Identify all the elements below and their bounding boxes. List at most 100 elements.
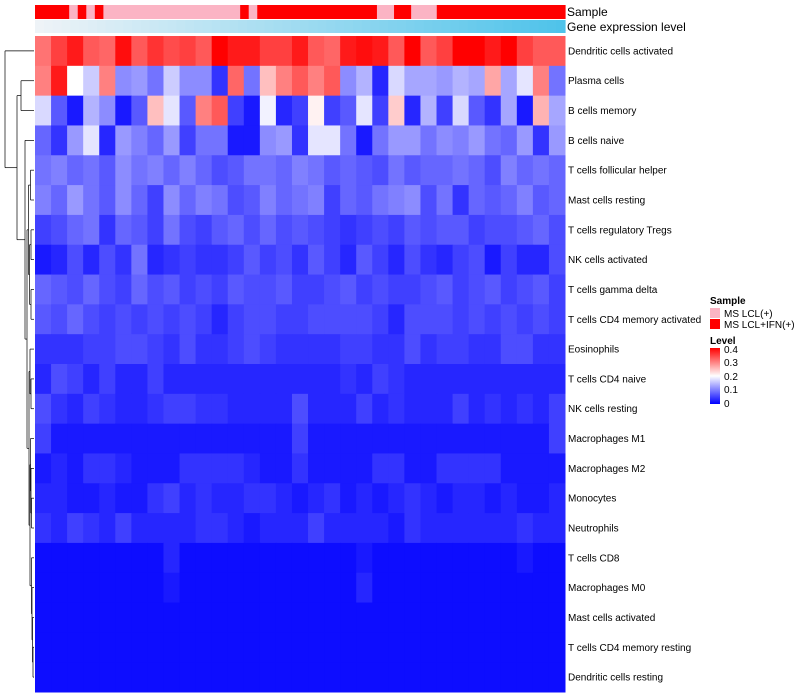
heatmap-cell (404, 155, 421, 186)
heatmap-cell (516, 513, 534, 544)
heatmap-cell (35, 542, 52, 574)
heatmap-cell (51, 572, 68, 604)
heatmap-cell (83, 304, 100, 335)
heatmap-cell (420, 36, 438, 67)
heatmap-cell (211, 334, 229, 365)
expression-track-cell (264, 20, 275, 33)
heatmap-cell (99, 662, 116, 693)
heatmap-cell (243, 214, 261, 246)
heatmap-cell (35, 36, 52, 67)
heatmap-cell (468, 214, 486, 246)
heatmap-cell (227, 602, 245, 633)
heatmap-cell (131, 542, 148, 574)
heatmap-cell (131, 244, 148, 276)
heatmap-cell (243, 542, 261, 574)
heatmap-cell (404, 304, 421, 335)
heatmap-cell (291, 125, 309, 156)
heatmap-cell (179, 364, 197, 395)
heatmap-cell (147, 304, 164, 335)
row-label: Macrophages M1 (568, 434, 646, 445)
heatmap-cell (388, 334, 405, 365)
heatmap-cell (516, 662, 534, 693)
heatmap-cell (436, 334, 454, 365)
heatmap-cell (516, 632, 534, 663)
heatmap-cell (324, 393, 341, 425)
heatmap-cell (372, 65, 389, 97)
heatmap-cell (179, 274, 197, 305)
expression-track-cell (132, 20, 142, 33)
heatmap-cell (500, 423, 518, 454)
heatmap-cell (484, 364, 502, 395)
expression-track-cell (556, 20, 566, 33)
heatmap-cell (51, 423, 68, 454)
heatmap-cell (99, 274, 116, 305)
heatmap-cell (436, 155, 454, 186)
expression-track-cell (308, 20, 319, 33)
heatmap-cell (131, 185, 148, 216)
heatmap-cell (195, 155, 213, 186)
heatmap-cell (259, 423, 277, 454)
sample-track-cell (86, 5, 96, 19)
heatmap-cell (324, 185, 341, 216)
heatmap-cell (195, 36, 213, 67)
heatmap-cell (211, 542, 229, 574)
sample-track-cell (291, 5, 301, 19)
heatmap-cell (211, 423, 229, 454)
heatmap-cell (83, 513, 100, 544)
heatmap-cell (83, 36, 100, 67)
heatmap-cell (83, 244, 100, 276)
heatmap-cell (516, 36, 534, 67)
heatmap-cell (372, 602, 389, 633)
heatmap-cell (147, 274, 164, 305)
heatmap-cell (243, 453, 261, 484)
row-label: T cells CD4 memory activated (568, 315, 701, 326)
row-label: Macrophages M0 (568, 583, 646, 594)
expression-track-cell (70, 20, 80, 33)
heatmap-cell (420, 334, 438, 365)
heatmap-cell (83, 185, 100, 216)
sample-track-cell (411, 5, 421, 19)
heatmap-cell (275, 155, 293, 186)
heatmap-cell (420, 453, 438, 484)
heatmap-cell (484, 36, 502, 67)
heatmap-cell (243, 423, 261, 454)
heatmap-cell (195, 513, 213, 544)
heatmap-cell (99, 185, 116, 216)
expression-track-cell (79, 20, 89, 33)
heatmap-cell (356, 632, 373, 663)
heatmap-cell (163, 393, 181, 425)
heatmap-cell (99, 572, 116, 604)
expression-track-cell (406, 20, 416, 33)
heatmap-cell (372, 214, 389, 246)
heatmap-cell (67, 334, 84, 365)
heatmap-cell (195, 542, 213, 574)
sample-track-cell (223, 5, 233, 19)
heatmap-cell (275, 185, 293, 216)
expression-track-cell (255, 20, 266, 33)
heatmap-cell (324, 364, 341, 395)
heatmap-cell (468, 632, 486, 663)
heatmap-cell (388, 304, 405, 335)
heatmap-cell (356, 214, 373, 246)
heatmap-cell (452, 542, 470, 574)
heatmap-cell (468, 274, 486, 305)
heatmap-cell (227, 65, 245, 97)
expression-track-cell (520, 20, 531, 33)
heatmap-cell (227, 214, 245, 246)
sample-track-cell (265, 5, 275, 19)
heatmap-cell (99, 214, 116, 246)
heatmap-cell (436, 423, 454, 454)
heatmap-cell (227, 125, 245, 156)
heatmap-cell (163, 662, 181, 693)
heatmap-cell (243, 602, 261, 633)
sample-track-cell (488, 5, 498, 19)
heatmap-cell (308, 155, 325, 186)
heatmap-cell (372, 244, 389, 276)
heatmap-cell (227, 513, 245, 544)
heatmap-cell (452, 453, 470, 484)
heatmap-cell (500, 274, 518, 305)
heatmap-cell (340, 364, 357, 395)
sample-track-cell (368, 5, 378, 19)
heatmap-cell (83, 334, 100, 365)
heatmap-cell (436, 602, 454, 633)
